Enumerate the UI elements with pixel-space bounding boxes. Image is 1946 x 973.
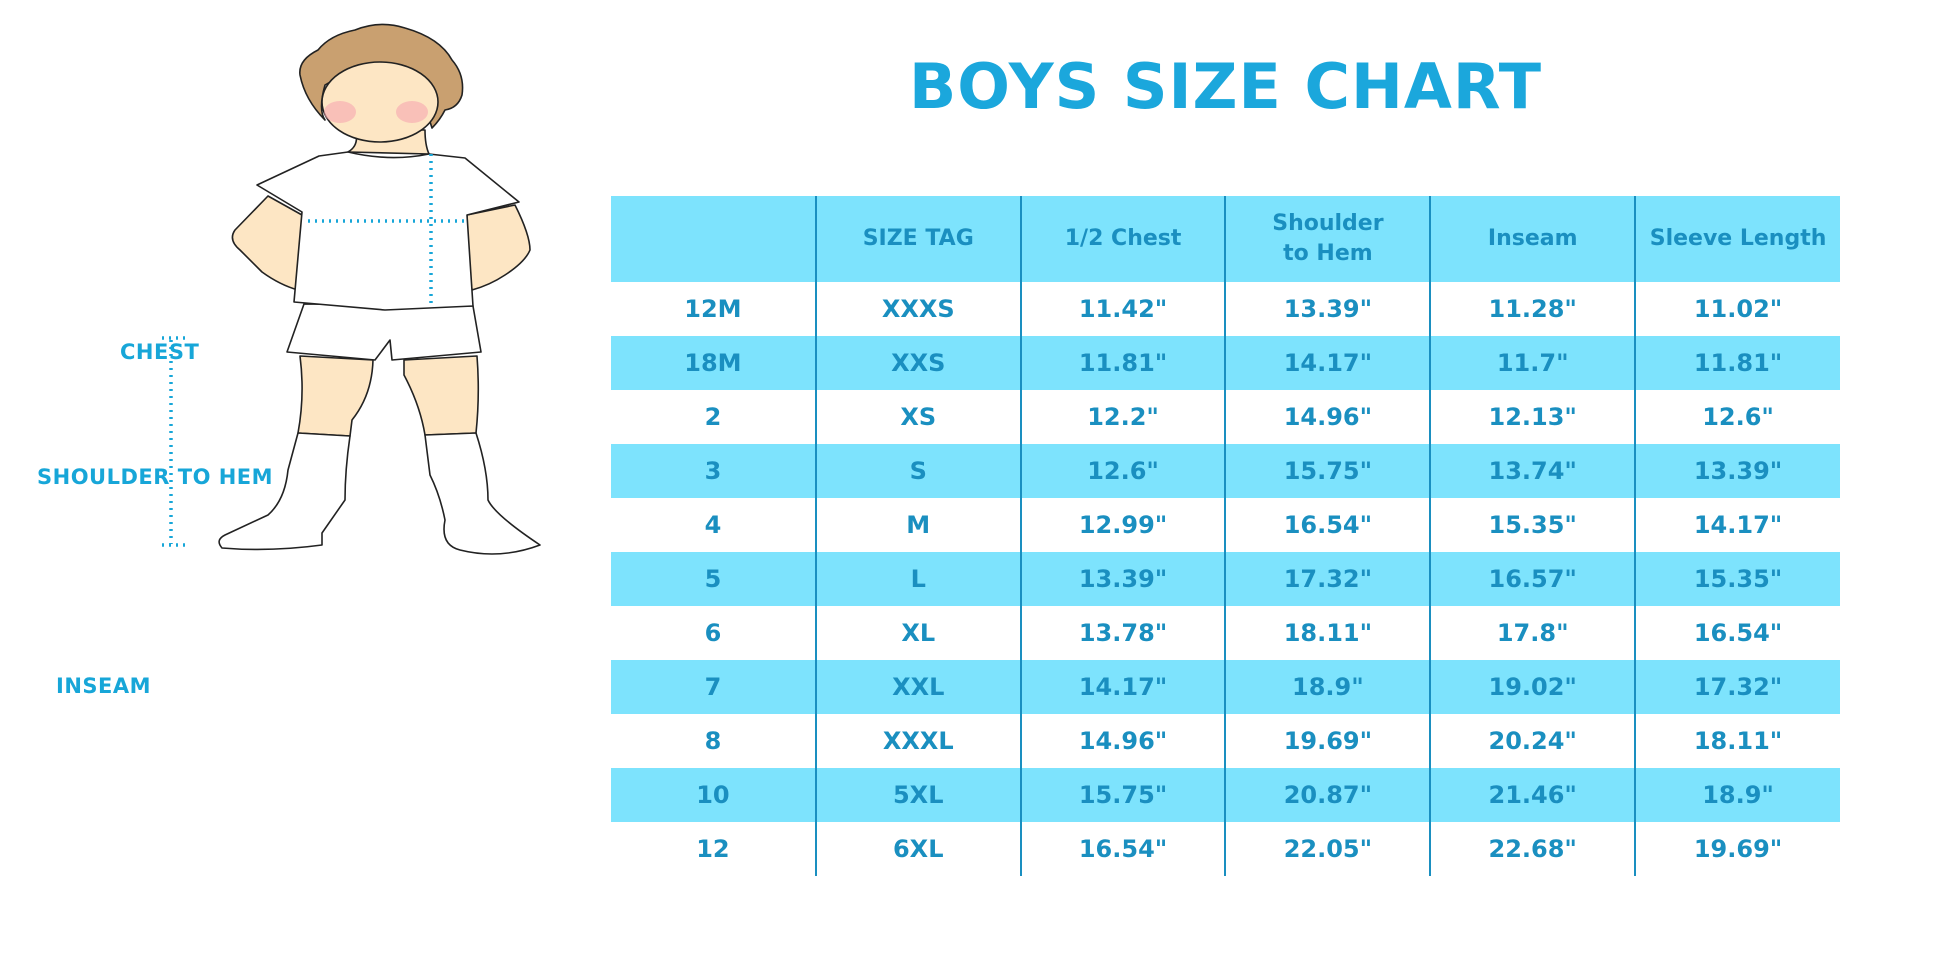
right-sock <box>424 432 541 555</box>
table-row: 12 6XL 16.54" 22.05" 22.68" 19.69" <box>611 822 1840 876</box>
table-cell: 15.75" <box>1224 444 1431 498</box>
table-cell: 12.6" <box>1634 390 1840 444</box>
table-cell: 20.87" <box>1224 768 1431 822</box>
table-cell: 11.7" <box>1429 336 1636 390</box>
table-cell: 15.35" <box>1429 498 1636 552</box>
boy-measurement-illustration <box>162 23 541 555</box>
table-cell: 22.05" <box>1224 822 1431 876</box>
left-leg <box>297 355 374 437</box>
table-cell: 20.24" <box>1429 714 1636 768</box>
table-row: 4 M 12.99" 16.54" 15.35" 14.17" <box>611 498 1840 552</box>
table-cell: 11.02" <box>1634 282 1840 336</box>
table-cell: 18.11" <box>1224 606 1431 660</box>
table-cell: L <box>814 552 1021 606</box>
table-cell: 8 <box>704 727 722 755</box>
table-cell: 12.6" <box>1019 444 1226 498</box>
shirt <box>256 151 520 311</box>
table-cell: 3 <box>611 444 816 498</box>
table-cell: XXS <box>814 336 1021 390</box>
size-chart-table: SIZE TAG 1/2 Chest Shoulder to Hem Inseam Sl… <box>611 196 1840 876</box>
table-cell: 14.96" <box>1224 390 1431 444</box>
table-cell: 13.39" <box>1634 444 1840 498</box>
table-cell: 6 <box>704 619 722 647</box>
table-row: 2 XS 12.2" 14.96" 12.13" 12.6" <box>611 390 1840 444</box>
shorts <box>286 303 482 361</box>
table-cell: 11.81" <box>1634 336 1840 390</box>
table-cell: 11.42" <box>1019 282 1226 336</box>
table-cell: 21.46" <box>1429 768 1636 822</box>
chest-label: CHEST <box>120 340 200 364</box>
header-blank <box>611 196 816 282</box>
table-cell: 13.39" <box>1019 552 1226 606</box>
table-cell: 11.81" <box>1019 336 1226 390</box>
table-cell: XXXS <box>814 282 1021 336</box>
table-cell: 13.39" <box>1224 282 1431 336</box>
table-cell: XL <box>814 606 1021 660</box>
table-cell: XXL <box>814 660 1021 714</box>
table-cell: 19.69" <box>1634 822 1840 876</box>
table-cell: 4 <box>704 511 722 539</box>
inseam-label: INSEAM <box>56 674 152 698</box>
table-cell: 17.8" <box>1429 606 1636 660</box>
right-arm <box>466 204 531 291</box>
table-cell: XXXL <box>814 714 1021 768</box>
table-cell: 16.57" <box>1429 552 1636 606</box>
header-size-tag: SIZE TAG <box>814 196 1021 282</box>
table-row: 18M XXS 11.81" 14.17" 11.7" 11.81" <box>611 336 1840 390</box>
table-cell: 17.32" <box>1634 660 1840 714</box>
table-cell: 16.54" <box>1224 498 1431 552</box>
table-cell: 14.17" <box>1224 336 1431 390</box>
table-cell: 12M <box>684 295 742 323</box>
table-row: 7 XXL 14.17" 18.9" 19.02" 17.32" <box>611 660 1840 714</box>
table-cell: M <box>814 498 1021 552</box>
page-title: BOYS SIZE CHART <box>908 50 1543 123</box>
table-cell: 13.74" <box>1429 444 1636 498</box>
table-cell: 22.68" <box>1429 822 1636 876</box>
table-cell: 15.35" <box>1634 552 1840 606</box>
table-cell: 12.99" <box>1019 498 1226 552</box>
header-half-chest: 1/2 Chest <box>1019 196 1226 282</box>
left-arm <box>231 195 303 291</box>
table-row: 3 S 12.6" 15.75" 13.74" 13.39" <box>611 444 1840 498</box>
table-cell: 18.9" <box>1634 768 1840 822</box>
table-cell: 19.69" <box>1224 714 1431 768</box>
table-cell: 6XL <box>814 822 1021 876</box>
table-cell: 18.11" <box>1634 714 1840 768</box>
table-cell: 12 <box>696 835 730 863</box>
table-row: 6 XL 13.78" 18.11" 17.8" 16.54" <box>611 606 1840 660</box>
table-cell: 5 <box>611 552 816 606</box>
table-cell: 12.13" <box>1429 390 1636 444</box>
table-cell: 5XL <box>814 768 1021 822</box>
table-cell: 11.28" <box>1429 282 1636 336</box>
table-cell: 7 <box>611 660 816 714</box>
hair <box>299 23 464 129</box>
left-sock <box>218 432 351 551</box>
table-cell: 17.32" <box>1224 552 1431 606</box>
table-cell: 16.54" <box>1634 606 1840 660</box>
table-row: 5 L 13.39" 17.32" 16.57" 15.35" <box>611 552 1840 606</box>
right-leg <box>403 355 480 436</box>
header-inseam: Inseam <box>1429 196 1636 282</box>
table-cell: 18M <box>611 336 816 390</box>
table-cell: 2 <box>704 403 722 431</box>
shoulder-to-hem-label: SHOULDER TO HEM <box>37 465 274 489</box>
table-row: 10 5XL 15.75" 20.87" 21.46" 18.9" <box>611 768 1840 822</box>
header-shoulder-to-hem: Shoulder to Hem <box>1224 196 1431 282</box>
table-cell: 16.54" <box>1019 822 1226 876</box>
table-cell: 10 <box>611 768 816 822</box>
table-cell: S <box>814 444 1021 498</box>
table-cell: 12.2" <box>1019 390 1226 444</box>
table-cell: 13.78" <box>1019 606 1226 660</box>
table-cell: 14.17" <box>1634 498 1840 552</box>
header-sleeve-length: Sleeve Length <box>1634 196 1840 282</box>
table-cell: 14.96" <box>1019 714 1226 768</box>
table-row: 12M XXXS 11.42" 13.39" 11.28" 11.02" <box>611 282 1840 336</box>
table-cell: 18.9" <box>1224 660 1431 714</box>
table-cell: 19.02" <box>1429 660 1636 714</box>
table-cell: 14.17" <box>1019 660 1226 714</box>
table-cell: XS <box>814 390 1021 444</box>
table-cell: 15.75" <box>1019 768 1226 822</box>
table-row: 8 XXXL 14.96" 19.69" 20.24" 18.11" <box>611 714 1840 768</box>
